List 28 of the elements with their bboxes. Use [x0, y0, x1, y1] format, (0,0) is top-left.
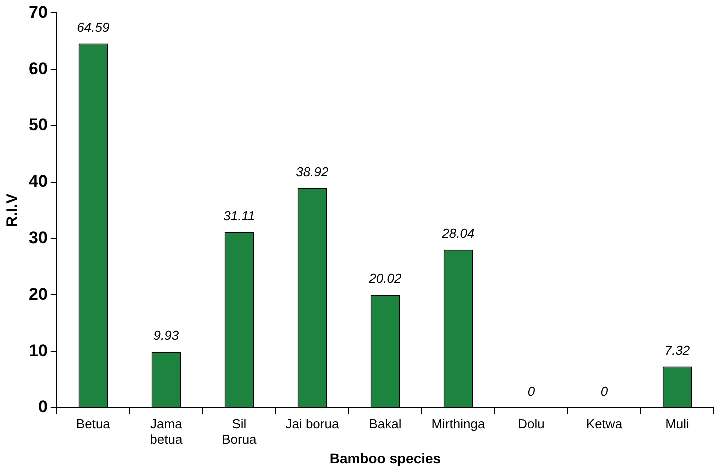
y-tick-label: 40: [28, 172, 48, 192]
y-tick-label: 50: [28, 116, 48, 135]
data-label: 31.11: [224, 208, 256, 224]
y-tick-label: 70: [28, 2, 48, 22]
y-tick-label: 30: [28, 228, 48, 248]
data-label: 0: [528, 384, 536, 400]
data-label: 0: [600, 384, 609, 400]
data-label: 28.04: [441, 226, 475, 241]
x-tick-label: Betua: [76, 416, 112, 432]
x-tick-label: Bakal: [369, 416, 402, 432]
x-tick-label: Dolu: [518, 416, 545, 432]
y-tick-label: 60: [28, 59, 48, 78]
x-tick-label: Mirthinga: [432, 416, 486, 432]
x-axis-title: Bamboo species: [330, 450, 442, 466]
data-label: 7.32: [664, 342, 691, 358]
x-tick-label: Jai borua: [286, 416, 340, 432]
x-tick-label: Sil Borua: [222, 416, 258, 447]
data-label: 20.02: [368, 271, 402, 286]
x-tick-label: Jama betua: [150, 416, 184, 447]
data-label: 64.59: [77, 20, 110, 35]
x-tick-label: Muli: [666, 416, 690, 432]
x-tick-label: Ketwa: [586, 416, 624, 432]
data-label: 9.93: [154, 328, 180, 344]
y-tick-label: 0: [38, 398, 48, 417]
data-label: 38.92: [296, 164, 330, 180]
y-tick-label: 20: [28, 284, 48, 304]
y-tick-label: 10: [28, 341, 48, 360]
y-axis-title: R.I.V: [4, 194, 22, 228]
